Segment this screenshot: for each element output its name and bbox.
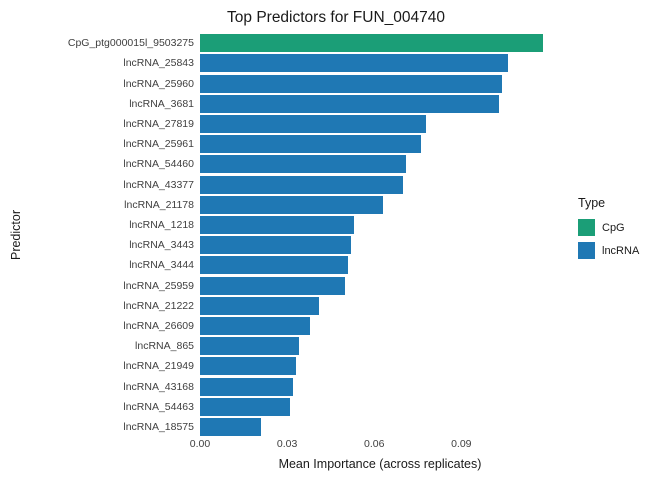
- bar: [200, 215, 354, 234]
- bar-track: [200, 33, 560, 53]
- bar: [200, 256, 349, 275]
- category-label: lncRNA_25959: [123, 279, 194, 292]
- x-axis-title: Mean Importance (across replicates): [278, 457, 482, 471]
- bar: [200, 296, 320, 315]
- category-label: lncRNA_3444: [129, 259, 194, 272]
- bar: [200, 54, 508, 73]
- bar-track: [200, 94, 560, 114]
- category-label: lncRNA_25961: [123, 138, 194, 151]
- bar: [200, 114, 427, 133]
- x-axis: 0.00 0.03 0.06 0.09: [190, 438, 560, 452]
- legend-item: CpG: [578, 219, 639, 236]
- bar-track: [200, 336, 560, 356]
- bar-track: [200, 417, 560, 437]
- bar-track: [200, 235, 560, 255]
- bar-row: lncRNA_865: [30, 336, 560, 356]
- category-label: lncRNA_18575: [123, 420, 194, 433]
- bar-track: [200, 275, 560, 295]
- legend-item: lncRNA: [578, 242, 639, 259]
- bar: [200, 94, 500, 113]
- chart-title: Top Predictors for FUN_004740: [227, 9, 445, 26]
- category-label: lncRNA_3443: [129, 239, 194, 252]
- bar-track: [200, 73, 560, 93]
- plot-area: CpG_ptg000015l_9503275 lncRNA_25843 lncRNA…: [30, 33, 560, 437]
- bar-row: lncRNA_43168: [30, 376, 560, 396]
- legend-item-label: CpG: [602, 221, 625, 234]
- x-tick-label: 0.06: [363, 438, 385, 450]
- bar-row: lncRNA_3444: [30, 255, 560, 275]
- bar-row: lncRNA_21949: [30, 356, 560, 376]
- category-label: lncRNA_25960: [123, 77, 194, 90]
- bar: [200, 417, 261, 436]
- bar: [200, 155, 407, 174]
- bar-row: CpG_ptg000015l_9503275: [30, 33, 560, 53]
- category-label: lncRNA_26609: [123, 319, 194, 332]
- category-label: lncRNA_43377: [123, 178, 194, 191]
- bar-track: [200, 154, 560, 174]
- bar: [200, 397, 290, 416]
- legend-item-label: lncRNA: [602, 244, 640, 257]
- legend: Type CpG lncRNA: [578, 196, 639, 265]
- bar-row: lncRNA_27819: [30, 114, 560, 134]
- bar-row: lncRNA_21178: [30, 195, 560, 215]
- bar-row: lncRNA_54463: [30, 397, 560, 417]
- category-label: lncRNA_21949: [123, 360, 194, 373]
- legend-swatch: [578, 242, 595, 259]
- bar: [200, 34, 543, 53]
- bar-row: lncRNA_18575: [30, 417, 560, 437]
- bar-row: lncRNA_1218: [30, 215, 560, 235]
- bar-row: lncRNA_3681: [30, 94, 560, 114]
- bar-track: [200, 134, 560, 154]
- bar: [200, 316, 311, 335]
- bar: [200, 175, 404, 194]
- category-label: lncRNA_1218: [129, 218, 194, 231]
- bar-track: [200, 316, 560, 336]
- category-label: lncRNA_43168: [123, 380, 194, 393]
- bar-track: [200, 174, 560, 194]
- category-label: lncRNA_54460: [123, 158, 194, 171]
- bar: [200, 135, 421, 154]
- category-label: lncRNA_3681: [129, 97, 194, 110]
- bar-row: lncRNA_21222: [30, 296, 560, 316]
- category-label: lncRNA_865: [135, 340, 194, 353]
- category-label: lncRNA_27819: [123, 117, 194, 130]
- bar-track: [200, 195, 560, 215]
- bar-row: lncRNA_25843: [30, 53, 560, 73]
- category-label: lncRNA_21222: [123, 299, 194, 312]
- y-axis-title: Predictor: [9, 209, 23, 261]
- bar: [200, 195, 383, 214]
- bar-row: lncRNA_54460: [30, 154, 560, 174]
- bar-track: [200, 296, 560, 316]
- bar-row: lncRNA_26609: [30, 316, 560, 336]
- bar: [200, 236, 351, 255]
- bar-track: [200, 255, 560, 275]
- bar-row: lncRNA_43377: [30, 174, 560, 194]
- bar-track: [200, 53, 560, 73]
- x-tick-label: 0.00: [189, 438, 211, 450]
- bar: [200, 276, 346, 295]
- bar-track: [200, 376, 560, 396]
- legend-swatch: [578, 219, 595, 236]
- bar-track: [200, 397, 560, 417]
- bar-track: [200, 114, 560, 134]
- category-label: CpG_ptg000015l_9503275: [67, 37, 194, 50]
- bar-track: [200, 215, 560, 235]
- bar: [200, 337, 299, 356]
- bar-row: lncRNA_25959: [30, 275, 560, 295]
- bar: [200, 377, 293, 396]
- bar-track: [200, 356, 560, 376]
- x-tick-label: 0.09: [451, 438, 472, 450]
- category-label: lncRNA_21178: [124, 198, 194, 211]
- x-tick-label: 0.03: [276, 438, 298, 450]
- category-label: lncRNA_25843: [123, 57, 194, 70]
- legend-items: CpG lncRNA: [578, 219, 639, 259]
- bar-row: lncRNA_25961: [30, 134, 560, 154]
- bar: [200, 74, 502, 93]
- bar-row: lncRNA_3443: [30, 235, 560, 255]
- bar-row: lncRNA_25960: [30, 73, 560, 93]
- category-label: lncRNA_54463: [123, 400, 194, 413]
- bar: [200, 357, 296, 376]
- legend-title: Type: [578, 196, 606, 210]
